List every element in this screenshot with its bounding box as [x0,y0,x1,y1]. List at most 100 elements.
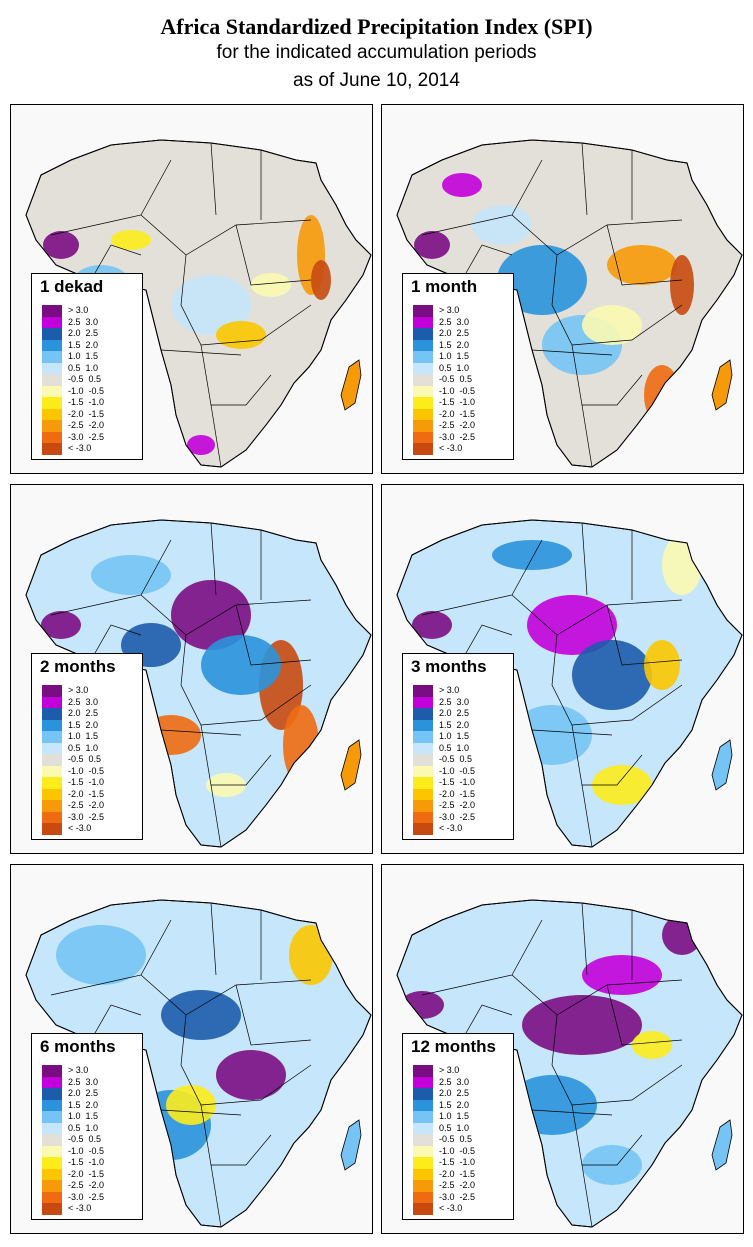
legend-range-label: 2.0 2.5 [68,1088,99,1099]
spi-anomaly-region [323,363,339,407]
legend-row: 1.0 1.5 [42,1111,142,1123]
spi-legend: 1 month > 3.0 2.5 3.0 2.0 2.5 1.5 2.0 1.0 1.5… [402,273,514,460]
legend-range-label: -0.5 0.5 [439,754,473,765]
legend-range-label: < -3.0 [439,823,463,834]
legend-swatch [413,823,433,835]
country-border [581,784,593,848]
madagascar [711,359,733,411]
country-border [581,522,588,596]
legend-swatch [42,397,62,409]
legend-swatch [413,1088,433,1100]
legend-row: 0.5 1.0 [42,362,142,374]
madagascar [711,1119,733,1171]
spi-anomaly-region [216,1050,286,1100]
legend-swatch [42,754,62,766]
legend-swatch [413,420,433,432]
country-border [511,974,683,1016]
legend-range-label: 1.0 1.5 [439,731,470,742]
legend-row: 1.5 2.0 [42,339,142,351]
spi-anomaly-region [41,611,81,639]
legend-row: -1.5 -1.0 [42,397,142,409]
legend-range-label: 2.0 2.5 [439,328,470,339]
legend-swatch [42,696,62,708]
spi-anomaly-region [632,1031,672,1059]
legend-swatch [42,811,62,823]
legend-row: -3.0 -2.5 [42,811,142,823]
legend-swatch [42,420,62,432]
legend-range-label: > 3.0 [439,1065,460,1076]
legend-swatch [413,385,433,397]
africa-map [396,139,743,468]
legend-row: 1.0 1.5 [413,1111,513,1123]
legend-swatch [413,708,433,720]
legend-swatch [413,1122,433,1134]
spi-anomaly-region [201,635,281,695]
country-border [140,594,312,636]
country-border [461,624,513,661]
legend-swatch [413,1134,433,1146]
legend-range-label: -1.0 -0.5 [439,1145,476,1156]
country-border [606,984,683,1046]
country-border [210,902,217,976]
page-subtitle: for the indicated accumulation periods [216,42,537,63]
spi-anomaly-region [56,925,146,985]
legend-swatch [413,742,433,754]
spi-anomaly-region [682,357,702,393]
spi-legend: 12 months > 3.0 2.5 3.0 2.0 2.5 1.5 2.0 1.0 1… [402,1033,514,1220]
legend-row: 2.5 3.0 [413,316,513,328]
legend-swatch [42,316,62,328]
spi-anomaly-region [592,765,652,805]
page-title: Africa Standardized Precipitation Index … [160,14,593,39]
legend-swatch [413,765,433,777]
legend-swatch [413,351,433,363]
spi-map-panel: 3 months > 3.0 2.5 3.0 2.0 2.5 1.5 2.0 1.0 1.… [381,484,744,854]
spi-legend: 1 dekad > 3.0 2.5 3.0 2.0 2.5 1.5 2.0 1.0 1.5… [31,273,143,460]
legend-row: 1.5 2.0 [413,719,513,731]
legend-row: 1.0 1.5 [413,731,513,743]
spi-anomaly-region [607,245,677,285]
legend-swatch [42,385,62,397]
legend-range-label: -3.0 -2.5 [68,1191,105,1202]
legend-row: 1.0 1.5 [413,351,513,363]
legend-row: -1.0 -0.5 [413,385,513,397]
legend-range-label: -1.0 -0.5 [439,765,476,776]
spi-anomaly-region [472,205,532,245]
spi-anomaly-region [161,990,241,1040]
legend-row: 2.5 3.0 [413,696,513,708]
spi-legend: 3 months > 3.0 2.5 3.0 2.0 2.5 1.5 2.0 1.0 1.… [402,653,514,840]
spi-map-panel: 2 months > 3.0 2.5 3.0 2.0 2.5 1.5 2.0 1.0 1.… [10,484,373,854]
legend-range-label: -2.0 -1.5 [68,1168,105,1179]
spi-anomaly-region [187,435,215,455]
legend-row: 2.0 2.5 [413,708,513,720]
spi-anomaly-region [171,275,251,335]
legend-range-label: -2.5 -2.0 [439,1180,476,1191]
country-border [581,404,593,468]
legend-range-label: 1.5 2.0 [439,339,470,350]
legend-swatch [42,800,62,812]
legend-row: 0.5 1.0 [413,362,513,374]
spi-anomaly-region [171,580,251,650]
legend-row: -3.0 -2.5 [413,811,513,823]
legend-range-label: 2.5 3.0 [439,1076,470,1087]
legend-range-label: -1.5 -1.0 [68,777,105,788]
legend-range-label: -2.5 -2.0 [68,1180,105,1191]
legend-row: -3.0 -2.5 [42,1191,142,1203]
spi-anomaly-region [442,940,522,990]
legend-row: 1.0 1.5 [42,731,142,743]
legend-row: > 3.0 [413,305,513,317]
legend-range-label: 1.5 2.0 [439,719,470,730]
legend-range-label: -1.0 -0.5 [439,385,476,396]
legend-swatch [42,1134,62,1146]
panel-period-label: 1 month [411,277,478,296]
country-border [200,724,272,786]
country-border [531,1109,613,1116]
panel-period-label: 6 months [40,1037,116,1056]
legend-swatch [413,374,433,386]
legend-row: 2.5 3.0 [413,1076,513,1088]
legend-swatch [42,1111,62,1123]
legend-range-label: 2.5 3.0 [439,316,470,327]
madagascar [340,359,362,411]
legend-row: -2.0 -1.5 [413,408,513,420]
legend-row: 1.5 2.0 [42,1099,142,1111]
legend-row: -1.0 -0.5 [413,765,513,777]
